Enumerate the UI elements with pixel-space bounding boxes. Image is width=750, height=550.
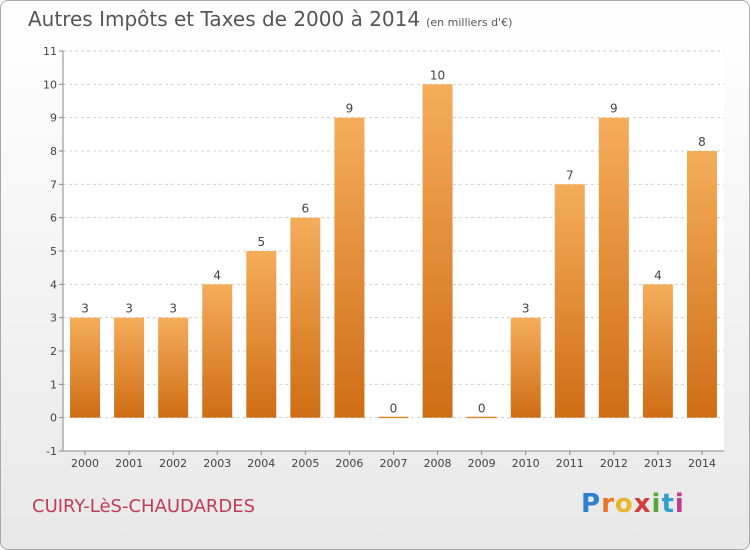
bar: [70, 317, 101, 418]
x-tick-label: 2001: [115, 457, 143, 470]
y-tick-label: 3: [50, 312, 57, 325]
chart-title: Autres Impôts et Taxes de 2000 à 2014 (en…: [28, 7, 512, 31]
data-label: 3: [522, 302, 530, 316]
x-tick-label: 2009: [468, 457, 496, 470]
bar: [686, 151, 717, 418]
x-tick-label: 2004: [247, 457, 275, 470]
logo-letter: x: [633, 489, 652, 519]
x-tick-label: 2007: [380, 457, 408, 470]
data-label: 0: [390, 402, 398, 416]
data-label: 4: [654, 268, 662, 282]
bar: [378, 416, 409, 419]
data-label: 3: [125, 302, 133, 316]
bar: [290, 217, 321, 418]
y-tick-label: 5: [50, 245, 57, 258]
data-label: 3: [169, 302, 177, 316]
logo-letter: i: [674, 489, 685, 519]
bar: [466, 416, 497, 419]
bar: [510, 317, 541, 418]
x-tick-label: 2010: [512, 457, 540, 470]
data-label: 7: [566, 168, 574, 182]
x-tick-label: 2011: [556, 457, 584, 470]
bar: [202, 284, 233, 418]
y-tick-label: 7: [50, 178, 57, 191]
bar: [246, 251, 277, 418]
logo-letter: o: [614, 489, 634, 519]
y-tick-label: 1: [50, 378, 57, 391]
data-label: 9: [346, 102, 354, 116]
data-label: 9: [610, 102, 618, 116]
data-label: 10: [430, 68, 445, 82]
y-tick-label: 4: [50, 278, 57, 291]
x-tick-label: 2012: [600, 457, 628, 470]
bar: [598, 117, 629, 418]
data-label: 3: [81, 302, 89, 316]
data-label: 0: [478, 402, 486, 416]
bar: [642, 284, 673, 418]
y-tick-label: 11: [43, 45, 57, 58]
data-label: 6: [302, 202, 310, 216]
y-tick-label: 2: [50, 345, 57, 358]
x-tick-label: 2005: [291, 457, 319, 470]
logo-letter: t: [661, 489, 675, 519]
y-tick-label: -1: [46, 445, 57, 458]
data-label: 8: [698, 135, 706, 149]
x-tick-label: 2003: [203, 457, 231, 470]
proxiti-logo: Proxiti: [581, 489, 685, 519]
y-tick-label: 6: [50, 212, 57, 225]
logo-letter: P: [581, 489, 602, 519]
data-label: 4: [213, 268, 221, 282]
x-tick-label: 2014: [688, 457, 716, 470]
y-tick-label: 0: [50, 412, 57, 425]
x-tick-label: 2006: [335, 457, 363, 470]
x-tick-label: 2008: [424, 457, 452, 470]
commune-name: CUIRY-LèS-CHAUDARDES: [32, 496, 256, 517]
bar: [422, 84, 453, 418]
chart-title-text: Autres Impôts et Taxes de 2000 à 2014: [28, 7, 421, 31]
bar: [334, 117, 365, 418]
y-tick-label: 8: [50, 145, 57, 158]
x-tick-label: 2013: [644, 457, 672, 470]
bar: [554, 184, 585, 418]
logo-letter: r: [601, 489, 615, 519]
bar: [158, 317, 189, 418]
logo-letter: i: [651, 489, 662, 519]
x-tick-label: 2000: [71, 457, 99, 470]
data-label: 5: [257, 235, 265, 249]
y-tick-label: 9: [50, 112, 57, 125]
unit-label: (en milliers d'€): [426, 16, 513, 29]
x-tick-label: 2002: [159, 457, 187, 470]
y-tick-label: 10: [43, 78, 57, 91]
bar: [114, 317, 145, 418]
